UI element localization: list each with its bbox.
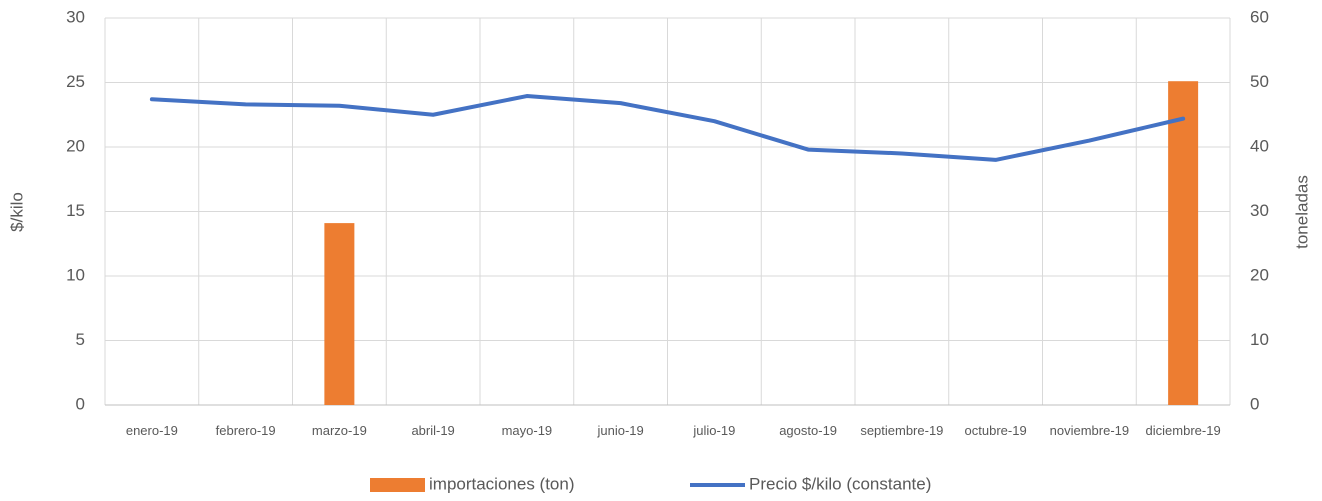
x-tick-label: abril-19 (411, 423, 455, 438)
y-axis-title: $/kilo (7, 192, 26, 232)
x-tick-label: septiembre-19 (860, 423, 944, 438)
x-tick-label: mayo-19 (501, 423, 553, 438)
legend-label: Precio $/kilo (constante) (749, 474, 931, 493)
y-tick-label: 10 (66, 265, 85, 284)
legend-label: importaciones (ton) (429, 474, 575, 493)
y2-tick-label: 40 (1250, 136, 1269, 155)
y2-tick-label: 50 (1250, 72, 1269, 91)
y2-tick-label: 20 (1250, 265, 1269, 284)
y-tick-label: 25 (66, 72, 85, 91)
x-tick-label: enero-19 (125, 423, 178, 438)
x-tick-label: marzo-19 (311, 423, 367, 438)
y-tick-label: 20 (66, 136, 85, 155)
legend-swatch (370, 478, 425, 492)
y-tick-label: 0 (76, 394, 85, 413)
y2-axis-title: toneladas (1292, 175, 1311, 249)
bar (324, 223, 355, 405)
y2-tick-label: 60 (1250, 7, 1269, 26)
y2-tick-label: 10 (1250, 330, 1269, 349)
x-tick-label: junio-19 (597, 423, 644, 438)
y2-tick-label: 30 (1250, 201, 1269, 220)
y2-tick-label: 0 (1250, 394, 1259, 413)
bar (1168, 81, 1199, 406)
x-tick-label: diciembre-19 (1145, 423, 1221, 438)
y-tick-label: 5 (76, 330, 85, 349)
x-tick-label: agosto-19 (779, 423, 838, 438)
line (149, 94, 1186, 162)
y-tick-label: 15 (66, 201, 85, 220)
y-tick-label: 30 (66, 7, 85, 26)
x-tick-label: febrero-19 (215, 423, 276, 438)
x-tick-label: noviembre-19 (1049, 423, 1130, 438)
x-tick-label: octubre-19 (964, 423, 1027, 438)
x-tick-label: julio-19 (693, 423, 736, 438)
